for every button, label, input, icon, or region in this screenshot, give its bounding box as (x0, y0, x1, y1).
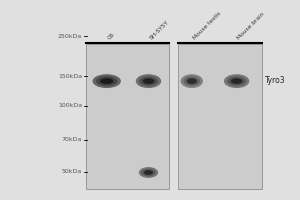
Text: SH-SY5Y: SH-SY5Y (148, 19, 170, 40)
Ellipse shape (100, 78, 113, 84)
Text: Tyro3: Tyro3 (265, 76, 286, 85)
Ellipse shape (139, 76, 158, 86)
Ellipse shape (144, 170, 153, 175)
Text: 100kDa: 100kDa (58, 103, 82, 108)
Ellipse shape (144, 170, 153, 175)
Ellipse shape (227, 76, 246, 86)
Ellipse shape (142, 78, 155, 84)
Ellipse shape (183, 76, 200, 86)
Ellipse shape (141, 169, 156, 176)
Text: 70kDa: 70kDa (62, 137, 82, 142)
Ellipse shape (100, 78, 114, 84)
Text: Mouse brain: Mouse brain (237, 11, 266, 40)
Text: 250kDa: 250kDa (58, 34, 82, 39)
Bar (178, 44, 262, 189)
Ellipse shape (230, 78, 243, 84)
Ellipse shape (96, 76, 117, 86)
Text: 150kDa: 150kDa (58, 74, 82, 79)
Ellipse shape (181, 74, 203, 88)
Ellipse shape (187, 78, 197, 84)
Text: 50kDa: 50kDa (62, 169, 82, 174)
Ellipse shape (136, 74, 161, 88)
Text: Mouse testis: Mouse testis (192, 10, 222, 40)
Text: C6: C6 (107, 31, 116, 40)
Ellipse shape (231, 78, 242, 84)
Bar (86, 44, 170, 189)
Ellipse shape (186, 78, 197, 84)
Ellipse shape (139, 167, 158, 178)
Ellipse shape (92, 74, 121, 88)
Ellipse shape (143, 78, 154, 84)
Ellipse shape (224, 74, 249, 88)
